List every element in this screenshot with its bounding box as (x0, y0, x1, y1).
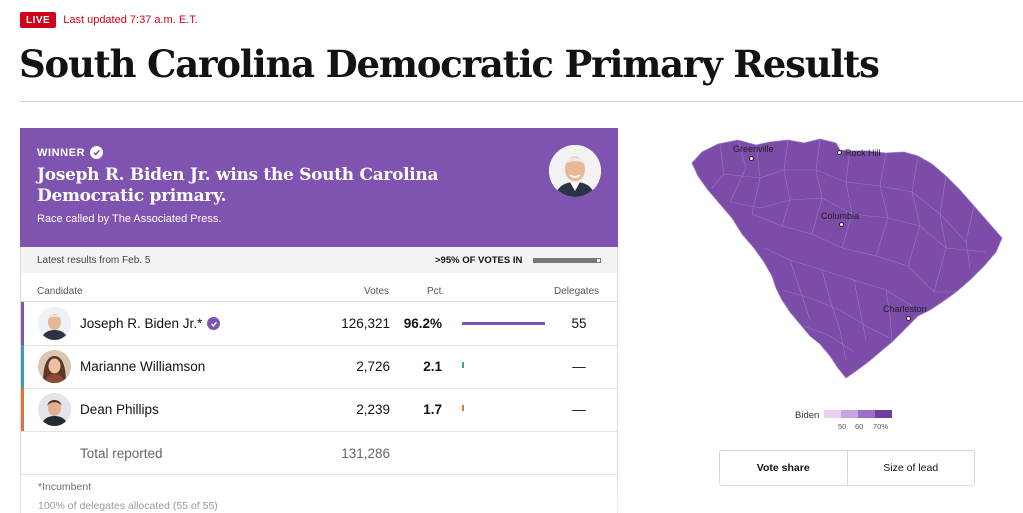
col-delegates: Delegates (554, 286, 600, 297)
candidate-color-bar (21, 302, 24, 345)
delegates-note: 100% of delegates allocated (55 of 55) (38, 500, 218, 512)
state-map-graphic (691, 138, 1003, 379)
candidate-name-text: Joseph R. Biden Jr.* (80, 316, 203, 331)
col-pct: Pct. (427, 286, 445, 297)
pct-bar (462, 405, 464, 411)
candidate-color-bar (21, 345, 24, 388)
candidate-delegates: 55 (571, 316, 587, 331)
candidate-delegates: — (572, 402, 586, 417)
candidate-votes: 126,321 (341, 316, 390, 331)
col-candidate: Candidate (37, 286, 83, 297)
votes-in-label: >95% OF VOTES IN (435, 255, 523, 266)
city-dot (906, 316, 911, 321)
pct-bar (462, 362, 464, 368)
winner-label: WINNER (37, 146, 104, 159)
votes-in-progress (533, 258, 601, 263)
vote-share-button[interactable]: Vote share (756, 462, 810, 474)
city-dot (839, 222, 844, 227)
county-borders (711, 138, 987, 361)
legend-swatch (858, 410, 876, 418)
candidate-name: Joseph R. Biden Jr.* (80, 316, 221, 331)
candidate-photo (38, 393, 71, 426)
results-table: WINNER Joseph R. Biden Jr. wins the Sout… (20, 128, 618, 513)
candidate-name: Dean Phillips (80, 402, 159, 417)
city-dot (837, 150, 842, 155)
col-votes: Votes (364, 286, 390, 297)
latest-results-text: Latest results from Feb. 5 (37, 255, 151, 266)
map-label-rock-hill: Rock Hill (845, 148, 881, 158)
latest-results-bar: Latest results from Feb. 5 >95% OF VOTES… (21, 247, 617, 273)
table-row: Dean Phillips 2,239 1.7 — (21, 388, 617, 432)
winner-source: Race called by The Associated Press. (37, 213, 222, 225)
map-label-greenville: Greenville (733, 144, 774, 154)
size-of-lead-button[interactable]: Size of lead (883, 462, 939, 474)
winner-check-icon (207, 317, 221, 330)
candidate-votes: 2,726 (356, 359, 390, 374)
votes-in-progress-fill (534, 259, 597, 262)
table-row: Joseph R. Biden Jr.* 126,321 96.2% 55 (21, 302, 617, 346)
legend-swatch (824, 410, 842, 418)
table-row: Marianne Williamson 2,726 2.1 — (21, 345, 617, 389)
candidate-pct: 96.2% (403, 316, 442, 331)
map-legend: Biden 50 60 70% (795, 410, 893, 431)
toggle-divider (846, 451, 848, 485)
candidate-photo (38, 350, 71, 383)
candidate-pct: 1.7 (423, 402, 442, 417)
legend-tick: 50 (838, 422, 847, 431)
last-updated: Last updated 7:37 a.m. E.T. (63, 14, 198, 26)
legend-tick: 60 (855, 422, 864, 431)
check-icon (90, 146, 104, 159)
live-badge: LIVE (20, 12, 57, 28)
incumbent-note: *Incumbent (38, 481, 92, 493)
legend-swatches (824, 410, 893, 418)
winner-text: WINNER (37, 146, 86, 159)
candidate-pct: 2.1 (423, 359, 442, 374)
candidate-delegates: — (572, 359, 586, 374)
live-status: LIVE Last updated 7:37 a.m. E.T. (20, 12, 198, 28)
legend-swatch (841, 410, 859, 418)
candidate-name: Marianne Williamson (80, 359, 205, 374)
legend-swatch (875, 410, 893, 418)
total-row: Total reported 131,286 (21, 432, 617, 475)
city-dot (749, 156, 754, 161)
legend-tick: 70% (873, 422, 889, 431)
map-label-columbia: Columbia (821, 211, 860, 221)
map-view-toggle: Vote share Size of lead (719, 450, 975, 486)
county-map[interactable]: Greenville Rock Hill Columbia Charleston (690, 130, 1008, 385)
candidate-name-text: Marianne Williamson (80, 359, 206, 374)
candidate-name-text: Dean Phillips (80, 402, 159, 417)
candidate-votes: 2,239 (356, 402, 390, 417)
winner-avatar (549, 145, 601, 197)
title-divider (20, 101, 1023, 102)
legend-label: Biden (795, 410, 820, 421)
total-label: Total reported (80, 446, 163, 461)
candidate-photo (38, 307, 71, 340)
state-shape (691, 138, 1003, 379)
candidate-color-bar (21, 388, 24, 431)
pct-bar (462, 322, 545, 325)
page-title: South Carolina Democratic Primary Result… (19, 42, 880, 86)
header-divider (21, 301, 617, 302)
winner-banner: WINNER Joseph R. Biden Jr. wins the Sout… (20, 128, 618, 247)
total-votes: 131,286 (341, 446, 390, 461)
winner-headline: Joseph R. Biden Jr. wins the South Carol… (37, 165, 439, 206)
map-label-charleston: Charleston (883, 304, 927, 314)
